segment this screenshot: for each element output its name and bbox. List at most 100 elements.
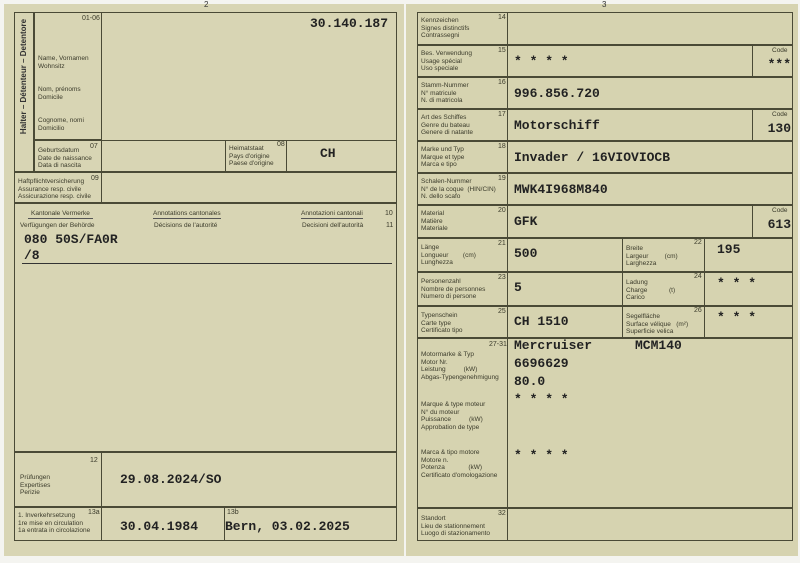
field-label: Motormarke & Typ: [421, 351, 474, 358]
divider: [22, 263, 392, 264]
field-number: 17: [498, 111, 506, 118]
field-number: 32: [498, 510, 506, 517]
field-label: Personenzahl: [421, 278, 461, 285]
value-15: * * * *: [514, 54, 569, 69]
authority-decision-line1: 080 50S/FA0R: [24, 232, 118, 247]
field-label: Annotazioni cantonali: [301, 210, 363, 219]
field-label: Geburtsdatum: [38, 147, 80, 154]
field-label: Verfügungen der Behörde: [20, 222, 95, 229]
cell-13b: [224, 507, 397, 541]
label-14: [417, 12, 508, 45]
field-number: 18: [498, 143, 506, 150]
field-label: Usage spécial: [421, 57, 462, 65]
annotations-section: [14, 203, 397, 452]
field-label: Carico: [626, 294, 645, 301]
label-15: [417, 45, 508, 77]
field-label: Lunghezza: [421, 259, 453, 266]
label-19: [417, 173, 508, 205]
field-number: 16: [498, 79, 506, 86]
field-label: Carte type: [421, 319, 451, 327]
field-label: Decisioni dell'autorità: [302, 222, 364, 229]
field-label: Domicile: [38, 94, 63, 101]
field-label: Material: [421, 210, 445, 217]
field-label: Largeur (cm): [626, 252, 678, 260]
field-label: Breite: [626, 245, 643, 252]
field-label: Expertises: [20, 481, 51, 489]
page-number: 3: [602, 0, 607, 9]
field-label: Leistung (kW): [421, 366, 478, 373]
field-label: Stamm-Nummer: [421, 82, 469, 89]
field-number: 23: [498, 274, 506, 281]
field-label: Charge (t): [626, 286, 676, 294]
field-label: Potenza (kW): [421, 464, 483, 471]
field-label: Marque & type moteur: [421, 401, 486, 408]
field-label: 1. Inverkehrsetzung: [18, 512, 76, 519]
field-number: 15: [498, 47, 506, 54]
code-value-17: 130: [767, 121, 791, 136]
holder-number: 30.140.187: [310, 16, 389, 31]
field-label: Marke und Typ: [421, 146, 464, 153]
value-24: * * *: [717, 276, 757, 291]
field-label: Wohnsitz: [38, 63, 65, 70]
vertical-column: [14, 12, 34, 172]
code-cell-17: [752, 109, 793, 141]
label-09: [14, 172, 102, 203]
field-label: Assicurazione resp. civile: [18, 193, 91, 200]
engine-type: MCM140: [635, 338, 682, 353]
field-label: Numero di persone: [421, 293, 477, 300]
label-23: [417, 272, 508, 306]
field-label: Typenschein: [421, 312, 458, 319]
code-value-15: ***: [767, 57, 791, 72]
field-label: Annotations cantonales: [153, 210, 221, 219]
label-25: [417, 306, 508, 338]
label-21: [417, 238, 508, 272]
field-label: Haftpflichtversicherung: [18, 178, 85, 185]
field-label: Lieu de stationnement: [421, 522, 485, 530]
field-label: Bes. Verwendung: [421, 50, 472, 57]
code-label: Code: [772, 111, 788, 118]
field-number: 22: [694, 239, 702, 246]
field-label: Name, Vornamen: [38, 55, 89, 62]
code-label: Code: [772, 47, 788, 54]
field-number: 26: [694, 307, 702, 314]
field-label: Segelfläche: [626, 313, 660, 320]
label-24: [622, 272, 705, 306]
field-label: N° du moteur: [421, 408, 460, 416]
code-label: Code: [772, 207, 788, 214]
field-label: Heimatstaat: [229, 145, 264, 152]
field-number: 21: [498, 240, 506, 247]
page-left: [4, 4, 404, 556]
field-label: Pays d'origine: [229, 152, 270, 160]
field-number: 08: [277, 141, 285, 148]
value-20: GFK: [514, 214, 538, 229]
field-number: 10: [385, 210, 393, 217]
field-label: Assurance resp. civile: [18, 185, 82, 193]
field-label: Ladung: [626, 279, 648, 286]
value-21: 500: [514, 246, 538, 261]
code-cell-20: [752, 205, 793, 238]
field-label: Domicilio: [38, 125, 65, 132]
field-label: N° de la coque (HIN/CIN): [421, 185, 496, 193]
field-label: Nom, prénoms: [38, 86, 81, 93]
field-label: Certificato d'omologazione: [421, 471, 498, 479]
code-cell-15: [752, 45, 793, 77]
label-13a: [14, 507, 102, 541]
field-number: 11: [386, 222, 394, 229]
field-label: Abgas-Typengenehmigung: [421, 373, 499, 381]
field-number: 12: [90, 457, 98, 464]
field-label: Marca e tipo: [421, 161, 457, 168]
label-17: [417, 109, 508, 141]
field-label: Materiale: [421, 225, 448, 232]
field-label: Longueur (cm): [421, 251, 476, 259]
field-label: Cognome, nomi: [38, 117, 84, 124]
label-27-31: [417, 338, 508, 508]
field-label: Genere di natante: [421, 129, 474, 136]
engine-make: Mercruiser: [514, 338, 593, 353]
field-number: 20: [498, 207, 506, 214]
field-number: 13a: [88, 509, 100, 516]
field-label: Signes distinctifs: [421, 24, 470, 32]
label-20: [417, 205, 508, 238]
inspection-value: 29.08.2024/SO: [120, 472, 222, 487]
value-16: 996.856.720: [514, 86, 600, 101]
value-19: MWK4I968M840: [514, 182, 608, 197]
